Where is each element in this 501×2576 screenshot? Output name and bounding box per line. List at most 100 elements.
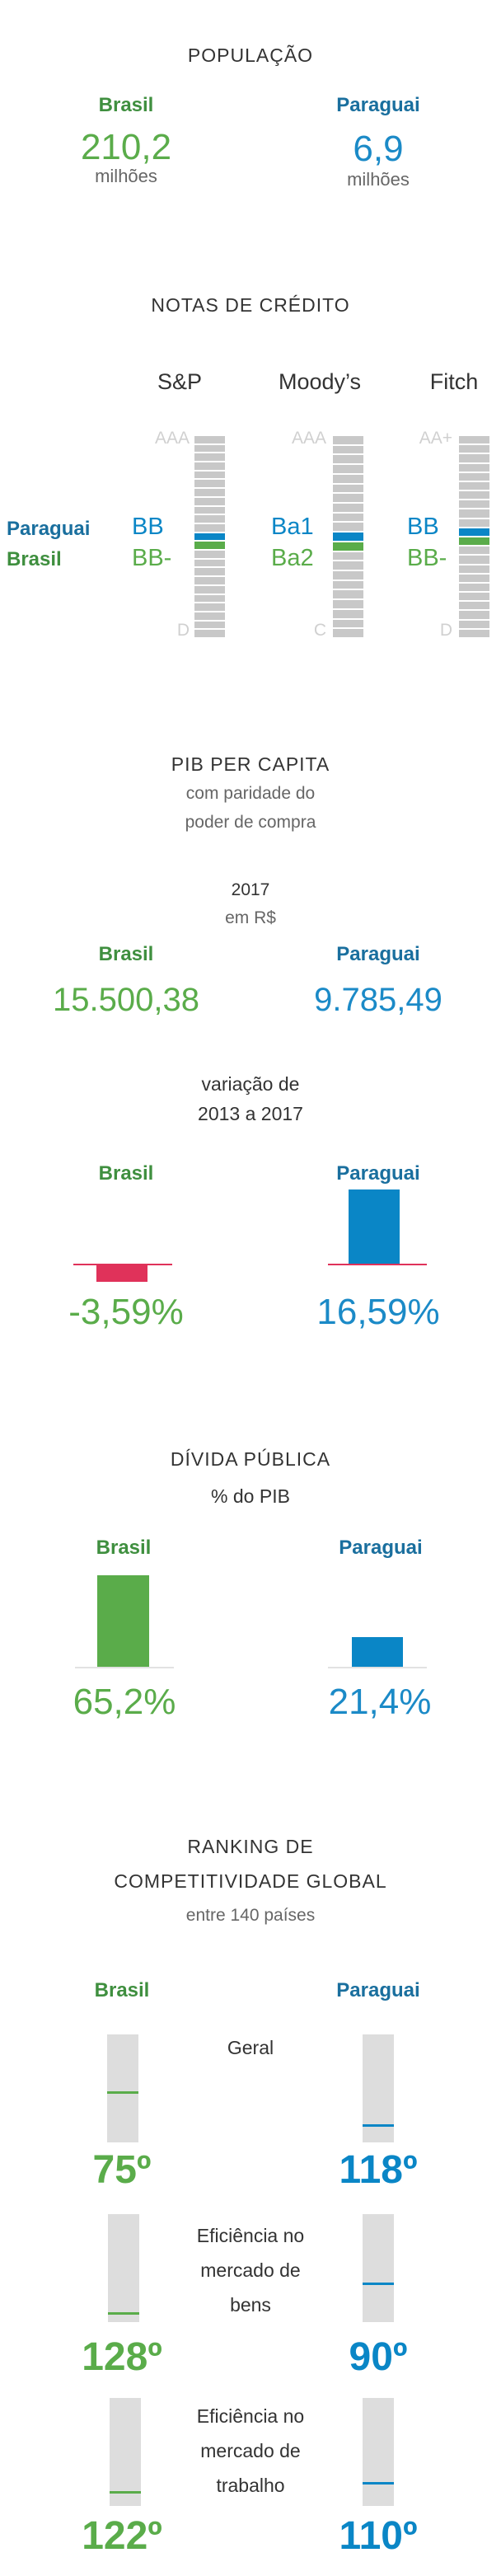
rating-segment bbox=[459, 472, 489, 481]
rating-segment bbox=[194, 577, 225, 584]
sp-brasil-rating: BB- bbox=[132, 545, 172, 571]
pib-variation-paraguai-value: 16,59% bbox=[316, 1292, 440, 1332]
fitch-brasil-rating: BB- bbox=[407, 545, 447, 571]
rating-segment bbox=[333, 465, 363, 473]
rating-segment bbox=[459, 445, 489, 453]
rank-geral-paraguai-marker bbox=[363, 2124, 394, 2127]
rank-bens-label-line-2: mercado de bbox=[200, 2259, 301, 2281]
populacao-paraguai-label: Paraguai bbox=[336, 94, 420, 116]
rating-segment bbox=[194, 612, 225, 620]
agency-moodys: Moody’s bbox=[278, 369, 362, 394]
rating-segment bbox=[194, 603, 225, 611]
rating-segment bbox=[194, 621, 225, 629]
rank-bens-paraguai-value: 90º bbox=[349, 2335, 408, 2379]
pib-variation-paraguai-label: Paraguai bbox=[336, 1162, 420, 1185]
divida-paraguai-value: 21,4% bbox=[328, 1682, 432, 1722]
pib-variation-brasil-value: -3,59% bbox=[68, 1292, 184, 1332]
rating-segment bbox=[194, 453, 225, 462]
rating-segment bbox=[333, 513, 363, 522]
pib-paraguai-value: 9.785,49 bbox=[314, 982, 442, 1018]
divida-brasil-bar bbox=[97, 1575, 149, 1667]
rating-segment bbox=[459, 454, 489, 462]
moodys-paraguai-rating: Ba1 bbox=[271, 514, 314, 540]
agency-fitch: Fitch bbox=[429, 369, 479, 394]
legend-paraguai: Paraguai bbox=[7, 518, 91, 540]
rating-segment bbox=[333, 590, 363, 599]
rating-segment-paraguai bbox=[333, 533, 363, 541]
divida-subtitle: % do PIB bbox=[211, 1485, 290, 1507]
rating-segment bbox=[459, 509, 489, 518]
rank-trabalho-label-line-3: trabalho bbox=[216, 2475, 285, 2496]
rank-bens-paraguai-track bbox=[363, 2214, 394, 2322]
fitch-scale-bottom: D bbox=[439, 621, 452, 640]
populacao-brasil-unit: milhões bbox=[95, 166, 157, 186]
ranking-brasil-label: Brasil bbox=[94, 1979, 150, 2001]
rating-segment bbox=[194, 444, 225, 453]
rating-segment bbox=[333, 455, 363, 464]
rating-segment bbox=[459, 602, 489, 610]
rating-segment bbox=[194, 462, 225, 470]
rating-segment bbox=[333, 580, 363, 589]
populacao-paraguai-unit: milhões bbox=[347, 169, 410, 190]
pib-brasil-label: Brasil bbox=[98, 943, 154, 965]
fitch-paraguai-rating: BB bbox=[407, 514, 439, 540]
rank-bens-label-line-1: Eficiência no bbox=[196, 2225, 305, 2246]
pib-year: 2017 bbox=[231, 880, 270, 899]
rating-segment bbox=[194, 515, 225, 523]
divida-paraguai-bar bbox=[352, 1637, 403, 1667]
sp-paraguai-rating: BB bbox=[132, 514, 164, 540]
rating-segment bbox=[459, 500, 489, 509]
rating-segment bbox=[194, 436, 225, 443]
rank-geral-label-line: Geral bbox=[227, 2037, 274, 2058]
rating-segment bbox=[459, 491, 489, 500]
rating-segment-paraguai bbox=[194, 533, 225, 541]
sp-scale-bottom: D bbox=[176, 621, 190, 640]
rank-bens-brasil-value: 128º bbox=[82, 2335, 162, 2379]
rank-trabalho-brasil-value: 122º bbox=[82, 2514, 162, 2558]
ranking-subtitle: entre 140 países bbox=[185, 1906, 316, 1925]
fitch-rating-scale bbox=[459, 436, 489, 639]
rating-segment bbox=[333, 609, 363, 618]
rating-segment bbox=[333, 474, 363, 483]
rank-trabalho-brasil-marker bbox=[110, 2491, 141, 2494]
rating-segment bbox=[333, 571, 363, 579]
rating-segment bbox=[194, 559, 225, 567]
pib-currency: em R$ bbox=[225, 908, 276, 927]
populacao-paraguai-value: 6,9 bbox=[353, 129, 404, 169]
rank-geral-brasil-track bbox=[107, 2034, 138, 2142]
pib-variation-brasil-label: Brasil bbox=[98, 1162, 154, 1185]
rating-segment bbox=[333, 494, 363, 502]
rating-segment bbox=[333, 523, 363, 532]
pib-variation-title-2: 2013 a 2017 bbox=[198, 1103, 303, 1124]
rank-geral-brasil-marker bbox=[107, 2091, 138, 2094]
divida-paraguai-baseline bbox=[328, 1667, 427, 1668]
populacao-brasil-label: Brasil bbox=[98, 94, 154, 116]
rating-segment bbox=[459, 629, 489, 637]
rating-segment bbox=[194, 480, 225, 488]
rating-segment bbox=[459, 481, 489, 490]
pib-subtitle-2: poder de compra bbox=[185, 813, 316, 832]
rating-segment bbox=[194, 489, 225, 496]
rank-trabalho-paraguai-track bbox=[363, 2398, 394, 2506]
rank-bens-brasil-track bbox=[108, 2214, 139, 2322]
ranking-title-2: COMPETITIVIDADE GLOBAL bbox=[114, 1870, 387, 1892]
rank-geral-brasil-value: 75º bbox=[92, 2148, 152, 2192]
rating-segment bbox=[333, 600, 363, 608]
rating-segment bbox=[194, 594, 225, 603]
pib-variation-title-1: variação de bbox=[201, 1073, 300, 1095]
divida-paraguai-label: Paraguai bbox=[339, 1537, 423, 1559]
rating-segment bbox=[333, 551, 363, 561]
rating-segment bbox=[194, 523, 225, 532]
rank-geral-label: Geral bbox=[152, 2036, 349, 2060]
rating-segment bbox=[194, 497, 225, 505]
rating-segment bbox=[459, 583, 489, 592]
sp-scale-top: AAA bbox=[154, 429, 190, 448]
rank-geral-paraguai-track bbox=[363, 2034, 394, 2142]
pib-variation-brasil-bar bbox=[96, 1265, 147, 1282]
ranking-paraguai-label: Paraguai bbox=[336, 1979, 420, 2001]
ranking-title-1: RANKING DE bbox=[187, 1836, 314, 1857]
rating-segment bbox=[459, 574, 489, 582]
rating-segment bbox=[459, 463, 489, 472]
pib-paraguai-label: Paraguai bbox=[336, 943, 420, 965]
moodys-rating-scale bbox=[333, 436, 363, 639]
